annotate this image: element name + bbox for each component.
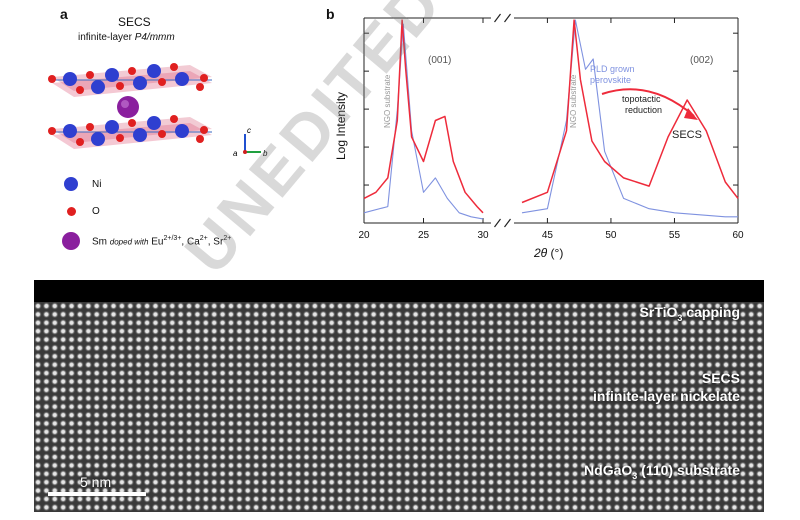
axis-a-label: a <box>233 149 238 158</box>
sm-atom <box>117 96 139 118</box>
x-tick-label: 20 <box>358 230 370 241</box>
secs-series-line <box>521 19 739 204</box>
xrd-chart: 20 25 30 45 50 55 60 (001) (002) NGO substrate NGO… <box>358 13 744 241</box>
pld-perovskite-series-line <box>363 23 484 220</box>
panel-a-label: a <box>60 6 68 22</box>
panel-c-label: c <box>20 286 28 302</box>
x-tick-label: 50 <box>605 230 617 241</box>
ni-atom-icon <box>64 177 78 191</box>
ngo-substrate-label: NGO substrate <box>569 74 578 128</box>
capping-vacuum-region <box>34 280 764 302</box>
axis-b-label: b <box>263 149 268 158</box>
stem-image: SrTiO3 capping SECS infinite-layer nicke… <box>34 280 764 512</box>
pld-perovskite-series-line <box>521 19 738 218</box>
peak-002-label: (002) <box>690 55 713 66</box>
reduction-arrow <box>601 88 695 117</box>
ngo-substrate-label: NGO substrate <box>383 74 392 128</box>
secs-layer-label: SECS <box>701 370 740 386</box>
x-tick-label: 60 <box>732 230 744 241</box>
scale-bar-label: 5 nm <box>80 474 112 490</box>
peak-001-label: (001) <box>428 55 451 66</box>
crystal-axes-icon: c a b <box>233 126 268 158</box>
sm-atom-icon <box>62 232 80 250</box>
reduction-arrow-head <box>684 108 698 120</box>
pld-grown-label: PLD grown <box>590 64 635 74</box>
legend-o-label: O <box>92 206 100 217</box>
o-atom-icon <box>67 207 76 216</box>
axis-c-label: c <box>247 126 251 135</box>
axis-break-mark <box>494 13 501 23</box>
axis-break-mark <box>504 13 511 23</box>
structure-title: SECS <box>118 15 151 29</box>
legend-sm-label: Sm doped with Eu2+/3+, Ca2+, Sr2+ <box>92 235 232 248</box>
y-axis-label: Log Intensity <box>334 91 348 160</box>
secs-series-line <box>363 19 484 214</box>
x-tick-label: 25 <box>418 230 430 241</box>
legend-ni-label: Ni <box>92 179 102 190</box>
structure-subtitle: infinite-layer P4/mmm <box>78 32 175 43</box>
panel-b-label: b <box>326 6 335 22</box>
atomic-lattice <box>34 302 764 512</box>
x-tick-label: 30 <box>477 230 489 241</box>
scale-bar <box>48 492 146 496</box>
nio2-layer-top <box>48 63 212 97</box>
pld-grown-label-line2: perovskite <box>590 75 631 85</box>
topotactic-label-line2: reduction <box>625 105 662 115</box>
axis-break-mark <box>504 218 511 228</box>
topotactic-label: topotactic <box>622 94 661 104</box>
secs-layer-sublabel: infinite-layer nickelate <box>592 388 740 404</box>
secs-chart-label: SECS <box>672 129 702 141</box>
capping-label: SrTiO3 capping <box>639 304 740 323</box>
x-tick-label: 45 <box>542 230 554 241</box>
nio2-layer-bottom <box>48 115 212 149</box>
crystal-structure-illustration <box>48 63 212 149</box>
x-tick-label: 55 <box>669 230 681 241</box>
axis-break-mark <box>494 218 501 228</box>
x-axis-label: 2θ (°) <box>534 246 564 260</box>
substrate-label: NdGaO3 (110) substrate <box>584 462 740 481</box>
